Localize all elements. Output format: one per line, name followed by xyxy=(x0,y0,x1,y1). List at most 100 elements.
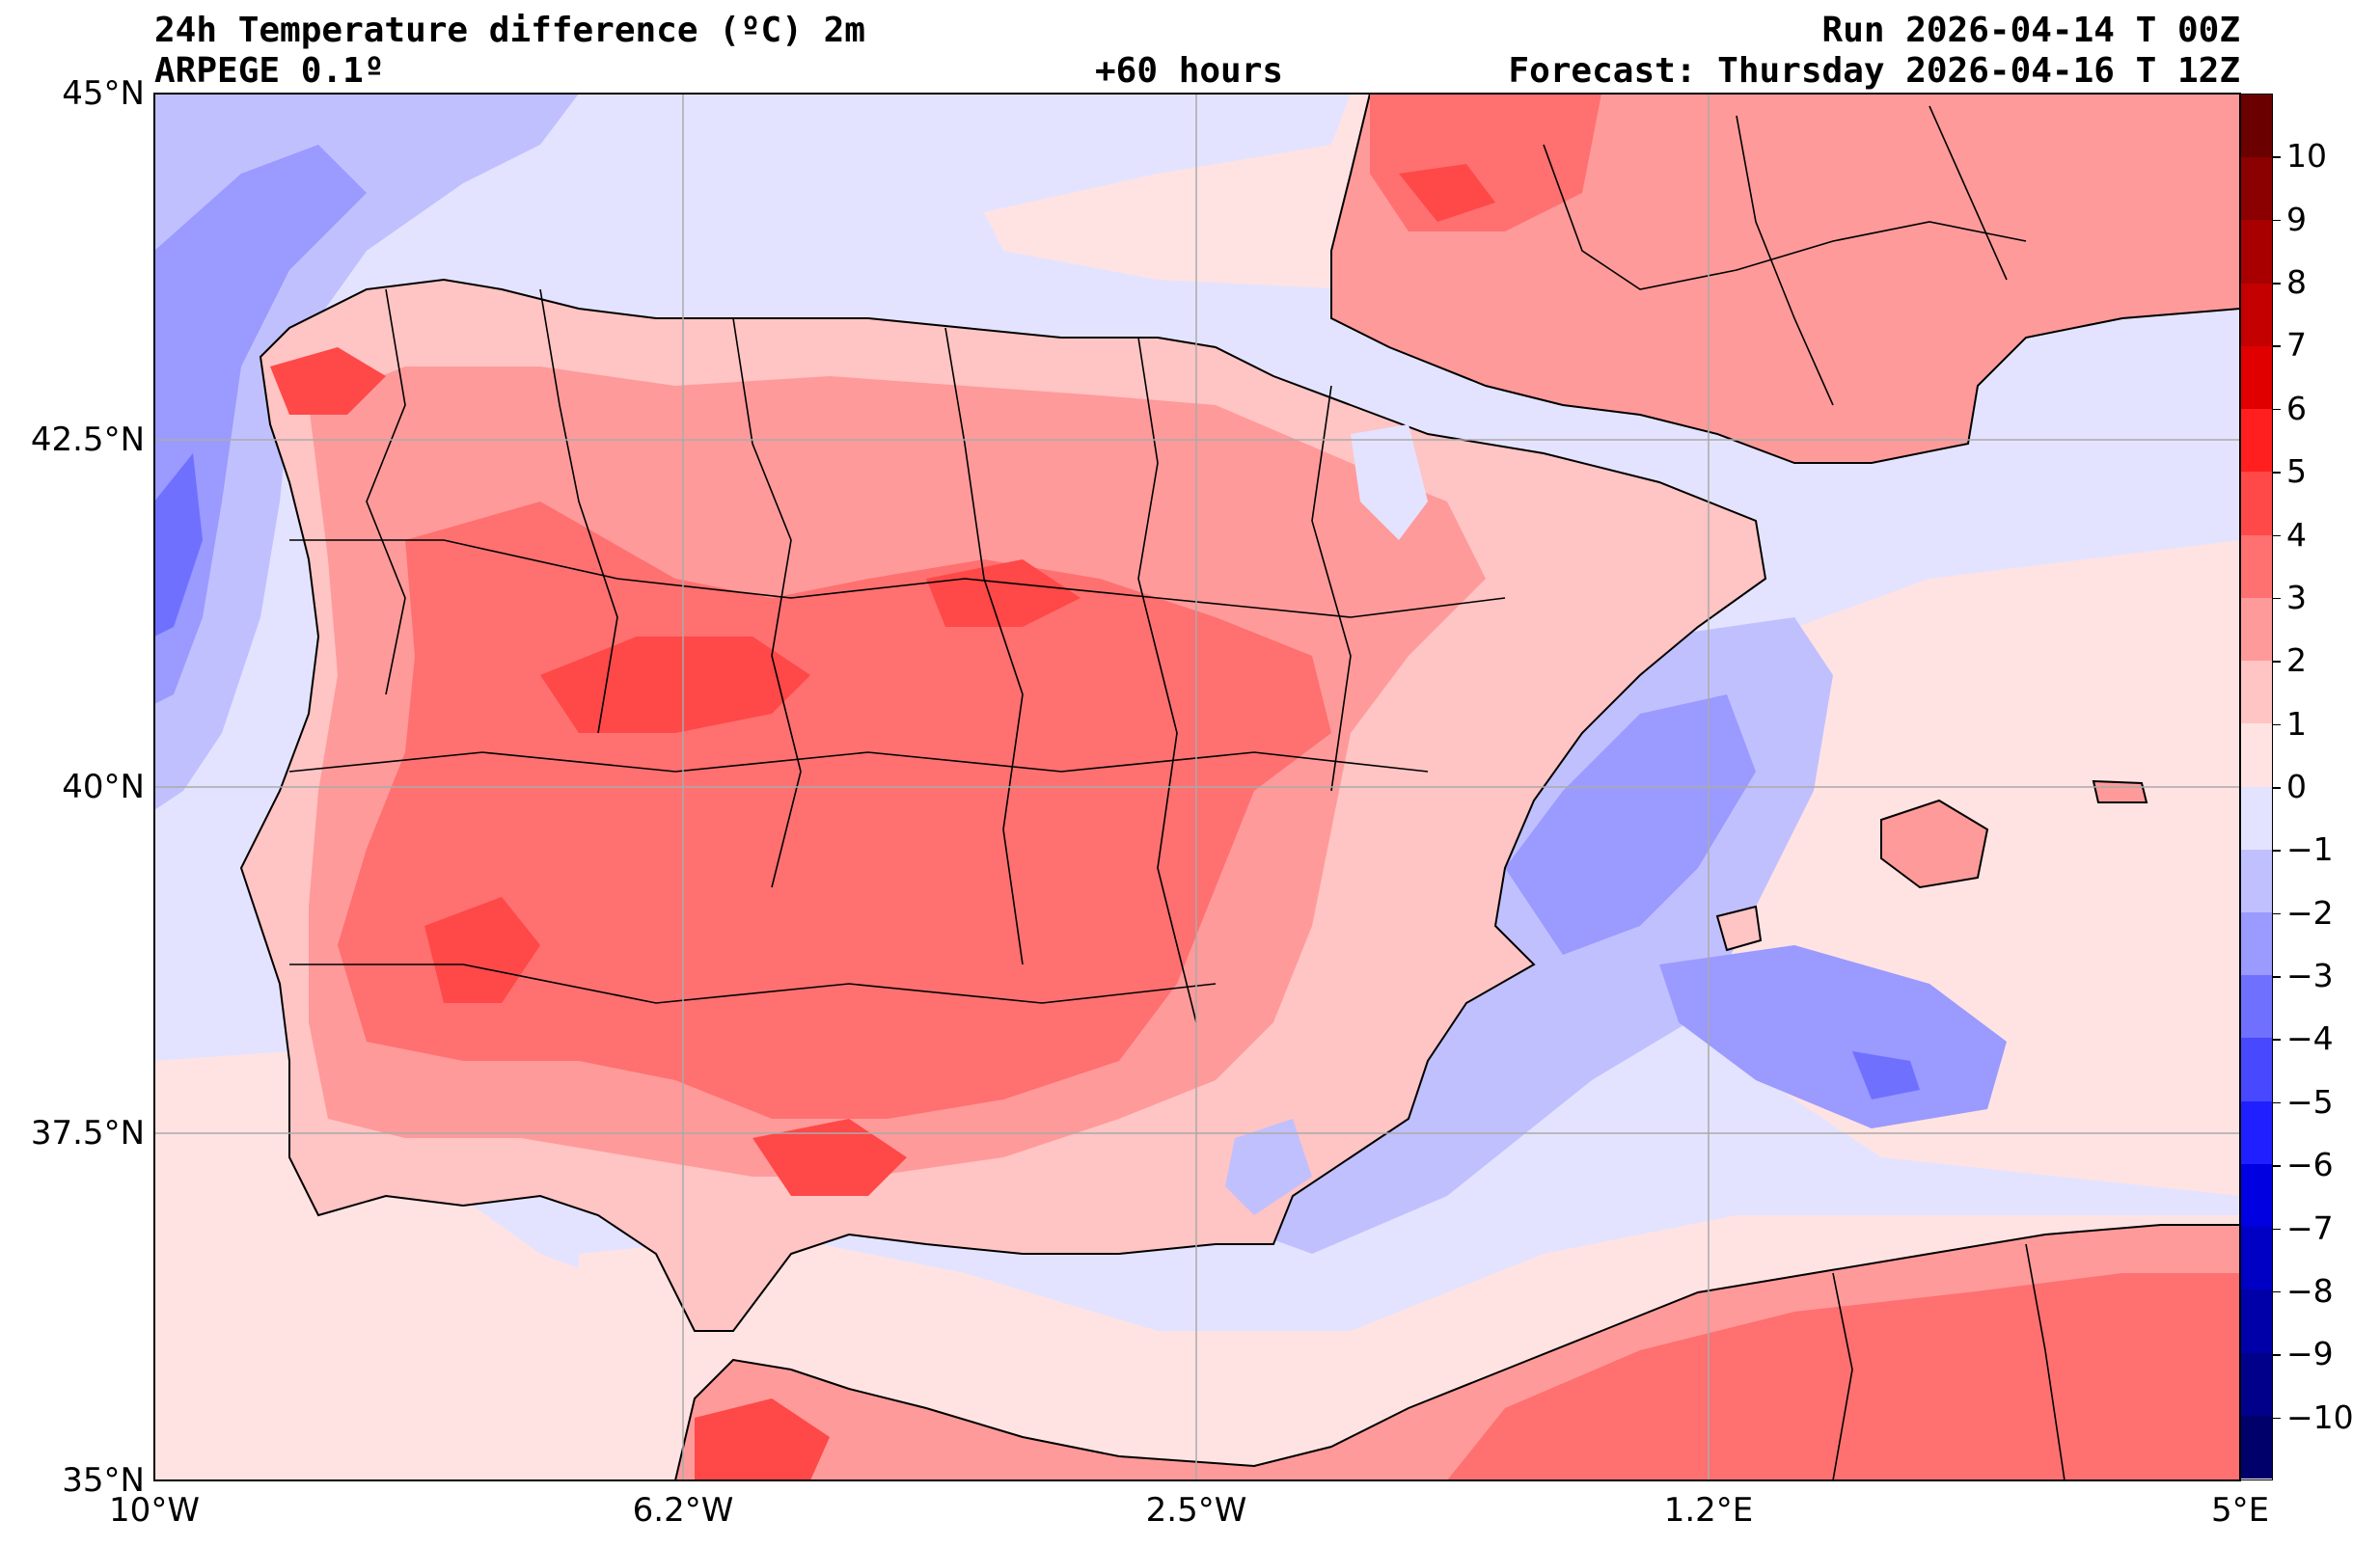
colorbar-band xyxy=(2241,95,2272,158)
y-tick-label: 45°N xyxy=(62,74,145,113)
x-tick-label: 1.2°E xyxy=(1663,1491,1754,1530)
colorbar-tick-label: 5 xyxy=(2286,452,2307,491)
morocco-warm-peak xyxy=(695,1398,830,1480)
colorbar-tick-mark xyxy=(2273,1417,2281,1420)
colorbar-band xyxy=(2241,661,2272,724)
lead-time-label: +60 hours xyxy=(1095,51,1284,91)
north-africa-warm xyxy=(1447,1273,2240,1480)
menorca-island xyxy=(2092,779,2148,803)
colorbar-tick-mark xyxy=(2273,1228,2281,1231)
colorbar-tick-label: 10 xyxy=(2286,137,2327,176)
colorbar-tick-mark xyxy=(2273,472,2281,474)
colorbar-band xyxy=(2241,975,2272,1039)
forecast-label: Forecast: Thursday 2026-04-16 T 12Z xyxy=(1508,51,2240,91)
colorbar-tick-mark xyxy=(2273,408,2281,411)
colorbar-band xyxy=(2241,409,2272,473)
balearic-cool-core xyxy=(1659,945,2007,1128)
colorbar-band xyxy=(2241,472,2272,536)
colorbar-tick-label: 0 xyxy=(2286,768,2307,805)
colorbar-tick-mark xyxy=(2273,534,2281,537)
colorbar-tick-mark xyxy=(2273,345,2281,347)
atlantic-cool-deep xyxy=(154,453,203,637)
colorbar-tick-label: 3 xyxy=(2286,578,2307,616)
colorbar-tick-mark xyxy=(2273,1039,2281,1041)
colorbar-band xyxy=(2241,1415,2272,1479)
ibiza-island xyxy=(1715,905,1763,952)
france-warm-peak xyxy=(1399,164,1495,222)
balearic-cool-deep xyxy=(1852,1051,1920,1099)
colorbar-tick-label: −9 xyxy=(2286,1335,2334,1373)
y-tick-label: 35°N xyxy=(62,1461,145,1500)
colorbar-tick-label: 8 xyxy=(2286,263,2307,302)
colorbar-tick-label: −7 xyxy=(2286,1208,2334,1247)
colorbar-tick-mark xyxy=(2273,1354,2281,1356)
colorbar-tick-label: 2 xyxy=(2286,641,2307,680)
colorbar-band xyxy=(2241,1100,2272,1165)
colorbar-band xyxy=(2241,911,2272,976)
colorbar-tick-mark xyxy=(2273,1290,2281,1293)
colorbar-band xyxy=(2241,1038,2272,1102)
mallorca-island xyxy=(1880,799,1989,889)
colorbar-tick-mark xyxy=(2273,597,2281,600)
colorbar-tick-mark xyxy=(2273,723,2281,726)
colorbar-tick-label: −2 xyxy=(2286,893,2334,932)
model-label: ARPEGE 0.1º xyxy=(154,51,385,91)
peak-central xyxy=(540,637,810,733)
colorbar-tick-mark xyxy=(2273,976,2281,978)
murcia-cool-spot xyxy=(1225,1119,1312,1215)
colorbar-tick-label: 9 xyxy=(2286,200,2307,238)
colorbar-tick-label: 1 xyxy=(2286,704,2307,743)
colorbar-band xyxy=(2241,157,2272,221)
colorbar-band xyxy=(2241,849,2272,913)
colorbar-band xyxy=(2241,283,2272,347)
ebro-cool-spot xyxy=(1351,424,1428,540)
colorbar-tick-mark xyxy=(2273,912,2281,915)
peak-andalusia xyxy=(752,1119,907,1196)
x-tick-label: 5°E xyxy=(2210,1491,2270,1530)
colorbar-band xyxy=(2241,220,2272,285)
colorbar-tick-label: −10 xyxy=(2286,1398,2354,1436)
admin-boundaries xyxy=(288,105,2065,1480)
colorbar-tick-label: 6 xyxy=(2286,389,2307,427)
colorbar-tick-label: −4 xyxy=(2286,1019,2334,1058)
colorbar-tick-mark xyxy=(2273,787,2281,789)
colorbar-band xyxy=(2241,1352,2272,1417)
colorbar-tick-label: −1 xyxy=(2286,830,2334,869)
y-tick-label: 37.5°N xyxy=(30,1114,145,1153)
peak-northeast xyxy=(926,559,1081,627)
colorbar-band xyxy=(2241,723,2272,787)
colorbar-tick-mark xyxy=(2273,1165,2281,1167)
chart-title: 24h Temperature difference (ºC) 2m xyxy=(154,11,865,50)
colorbar-tick-mark xyxy=(2273,1101,2281,1104)
y-tick-label: 40°N xyxy=(62,768,145,806)
med-cool-core xyxy=(1505,694,1756,955)
colorbar-band xyxy=(2241,1289,2272,1354)
run-label: Run 2026-04-14 T 00Z xyxy=(1821,11,2240,50)
colorbar-tick-mark xyxy=(2273,850,2281,852)
colorbar-band xyxy=(2241,786,2272,851)
colorbar-band xyxy=(2241,1163,2272,1228)
colorbar-band xyxy=(2241,345,2272,410)
graticule xyxy=(154,94,2240,1480)
colorbar-tick-mark xyxy=(2273,219,2281,222)
colorbar-tick-mark xyxy=(2273,661,2281,663)
y-tick-label: 42.5°N xyxy=(30,421,145,459)
iberia-warm-strong xyxy=(338,502,1331,1119)
x-tick-label: 10°W xyxy=(109,1491,200,1530)
colorbar-tick-label: −8 xyxy=(2286,1271,2334,1310)
colorbar-tick-mark xyxy=(2273,283,2281,285)
peak-southwest xyxy=(424,897,540,1003)
colorbar-tick-label: 7 xyxy=(2286,326,2307,365)
x-tick-label: 6.2°W xyxy=(632,1491,734,1530)
colorbar-tick-mark xyxy=(2273,156,2281,158)
peak-galicia xyxy=(270,347,386,415)
colorbar-tick-label: 4 xyxy=(2286,515,2307,554)
colorbar-band xyxy=(2241,1227,2272,1290)
colorbar-band xyxy=(2241,597,2272,662)
atlantic-cool-core xyxy=(154,145,367,704)
colorbar-tick-label: −6 xyxy=(2286,1146,2334,1184)
colorbar-tick-label: −5 xyxy=(2286,1082,2334,1121)
colorbar-band xyxy=(2241,534,2272,599)
colorbar xyxy=(2240,94,2273,1480)
